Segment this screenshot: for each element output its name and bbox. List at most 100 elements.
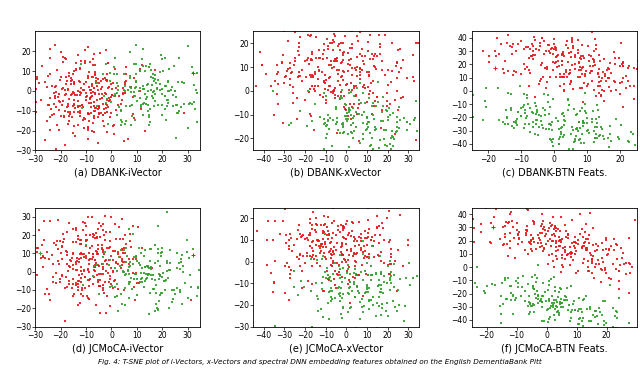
Point bbox=[118, 251, 128, 256]
Point bbox=[78, 117, 88, 123]
Point bbox=[393, 47, 403, 53]
Point bbox=[120, 259, 130, 265]
Point bbox=[44, 102, 54, 108]
Point bbox=[489, 214, 499, 220]
Point bbox=[570, 138, 580, 144]
Point bbox=[139, 100, 149, 106]
Point bbox=[575, 56, 586, 62]
Point bbox=[604, 275, 614, 281]
Point bbox=[70, 105, 81, 111]
Point bbox=[80, 274, 90, 280]
Point bbox=[511, 295, 521, 301]
Point bbox=[559, 87, 569, 93]
Point bbox=[125, 75, 135, 81]
Point bbox=[379, 273, 389, 279]
Point bbox=[597, 255, 607, 261]
Point bbox=[29, 240, 39, 246]
Point bbox=[354, 111, 364, 117]
Point bbox=[150, 72, 160, 78]
Point bbox=[481, 85, 492, 91]
Point bbox=[547, 232, 557, 238]
Point bbox=[527, 109, 537, 115]
Point bbox=[572, 111, 582, 117]
Point bbox=[113, 87, 123, 93]
Point bbox=[469, 225, 479, 231]
Point bbox=[362, 254, 372, 260]
Point bbox=[539, 245, 549, 251]
Point bbox=[83, 257, 93, 263]
Point bbox=[566, 35, 577, 41]
Point bbox=[350, 294, 360, 300]
Point bbox=[79, 81, 90, 87]
Point bbox=[115, 263, 125, 269]
Point bbox=[529, 273, 540, 279]
Point bbox=[496, 41, 506, 46]
Point bbox=[412, 128, 422, 134]
Point bbox=[61, 74, 71, 80]
Point bbox=[553, 247, 563, 253]
Point bbox=[561, 294, 572, 300]
Point bbox=[331, 285, 341, 291]
Point bbox=[303, 237, 314, 243]
Point bbox=[175, 259, 186, 265]
Point bbox=[546, 242, 556, 248]
Point bbox=[411, 137, 421, 143]
Point bbox=[143, 264, 153, 270]
Point bbox=[349, 238, 359, 244]
Point bbox=[623, 65, 633, 71]
Point bbox=[314, 47, 324, 53]
Point bbox=[562, 74, 572, 80]
Point bbox=[511, 48, 521, 54]
Point bbox=[604, 246, 614, 252]
Point bbox=[362, 284, 372, 290]
Point bbox=[611, 55, 621, 61]
Point bbox=[540, 233, 550, 239]
Point bbox=[538, 293, 548, 299]
Point bbox=[77, 104, 88, 110]
Point bbox=[73, 98, 83, 104]
Point bbox=[584, 318, 594, 324]
Point bbox=[557, 255, 568, 261]
Point bbox=[151, 301, 161, 307]
Point bbox=[337, 234, 348, 240]
Point bbox=[506, 238, 516, 244]
Point bbox=[136, 56, 147, 62]
Point bbox=[469, 280, 479, 286]
Point bbox=[90, 69, 100, 75]
Point bbox=[359, 109, 369, 115]
Point bbox=[563, 251, 573, 256]
Point bbox=[337, 50, 348, 56]
Point bbox=[503, 90, 513, 96]
Point bbox=[191, 118, 202, 124]
Point bbox=[181, 238, 191, 244]
Point bbox=[136, 102, 146, 108]
Point bbox=[119, 245, 129, 251]
Point bbox=[44, 102, 54, 108]
Point bbox=[125, 238, 135, 244]
Point bbox=[320, 231, 330, 237]
Point bbox=[576, 67, 586, 73]
Point bbox=[125, 259, 136, 265]
Point bbox=[517, 239, 527, 245]
Point bbox=[346, 116, 356, 122]
Point bbox=[394, 104, 404, 110]
Point bbox=[394, 247, 404, 253]
Point bbox=[355, 299, 365, 305]
Point bbox=[126, 84, 136, 90]
Point bbox=[56, 250, 66, 256]
Point bbox=[90, 85, 100, 91]
Point bbox=[403, 237, 413, 243]
Point bbox=[585, 70, 595, 76]
Point bbox=[278, 120, 288, 126]
Point bbox=[61, 274, 71, 280]
Point bbox=[64, 279, 74, 284]
Point bbox=[535, 237, 545, 243]
Point bbox=[575, 85, 585, 91]
Point bbox=[60, 108, 70, 114]
Point bbox=[401, 275, 412, 281]
Point bbox=[332, 55, 342, 61]
Point bbox=[192, 70, 202, 76]
Point bbox=[320, 239, 330, 245]
Point bbox=[57, 244, 67, 250]
Point bbox=[337, 87, 347, 93]
